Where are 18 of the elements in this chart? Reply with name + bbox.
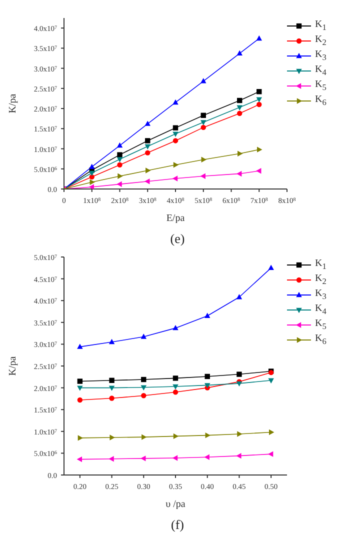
text: (e): [169, 231, 186, 247]
y-axis-title: K/pa: [8, 93, 19, 114]
legend-label: K$_{4}$: [315, 64, 326, 77]
legend-label: K$_{6}$: [315, 94, 326, 107]
legend-label: K$_{6}$: [315, 333, 326, 346]
y-axis-title: K/pa: [8, 356, 19, 376]
legend-label: K$_{1}$: [315, 258, 326, 271]
x-axis-title: E/pa: [166, 213, 186, 224]
legend-label: K$_{3}$: [315, 288, 326, 301]
legend-label: K$_{3}$: [315, 49, 326, 62]
legend-label: K$_{4}$: [315, 303, 326, 316]
legend-label: K$_{5}$: [315, 318, 326, 331]
legend-label: K$_{2}$: [315, 273, 326, 286]
legend-label: K$_{5}$: [315, 79, 326, 92]
x-axis-title: υ /pa: [166, 499, 186, 510]
text: (f): [170, 517, 185, 533]
legend-label: K$_{2}$: [315, 34, 326, 47]
legend-label: K$_{1}$: [315, 19, 326, 32]
